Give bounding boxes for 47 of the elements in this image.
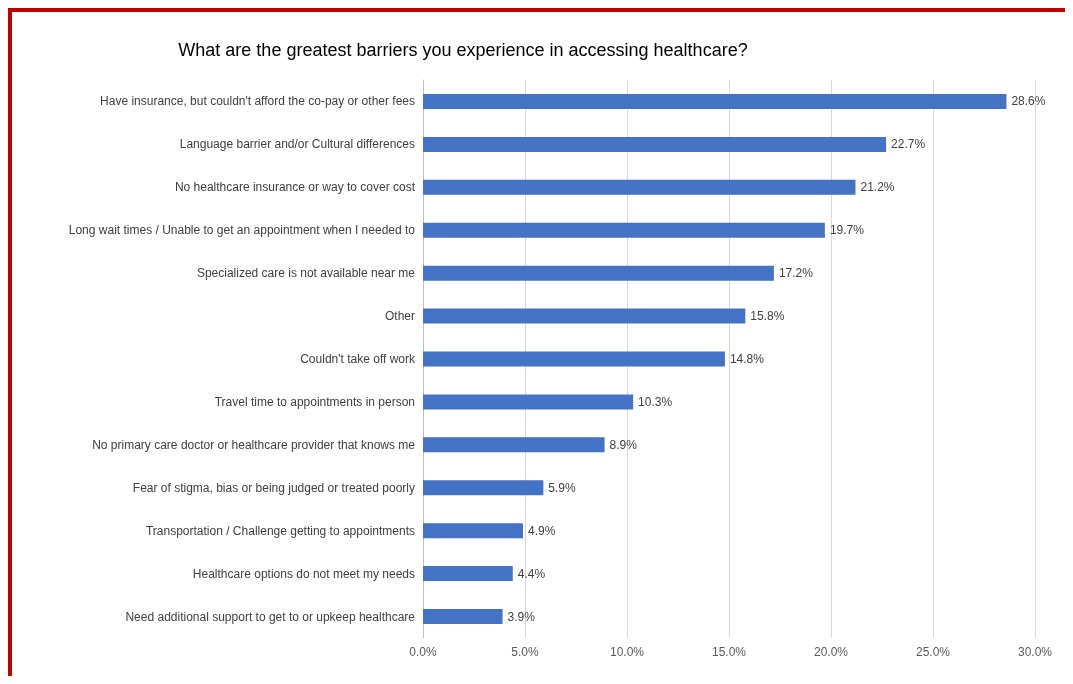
bar <box>423 609 503 625</box>
data-label: 17.2% <box>778 266 814 281</box>
y-tick-label: Fear of stigma, bias or being judged or treated poorly <box>132 480 415 495</box>
x-tick-label: 25.0% <box>915 645 951 659</box>
data-label: 5.9% <box>548 480 577 495</box>
chart-title: What are the greatest barriers you experience in accessing healthcare? <box>178 40 748 60</box>
bar <box>423 179 856 195</box>
data-label: 22.7% <box>891 137 926 152</box>
data-label: 8.9% <box>609 437 638 452</box>
bar <box>423 523 523 539</box>
data-label: 4.9% <box>527 523 556 538</box>
bar <box>423 351 725 367</box>
y-tick-label: Travel time to appointments in person <box>214 394 415 409</box>
bar <box>423 222 825 238</box>
x-tick-label: 10.0% <box>609 645 645 659</box>
bar <box>423 437 605 453</box>
bar <box>423 136 887 152</box>
y-tick-label: Transportation / Challenge getting to appointments <box>145 523 415 538</box>
x-tick-label: 5.0% <box>511 645 539 659</box>
data-label: 15.8% <box>750 309 785 324</box>
x-tick-label: 30.0% <box>1017 645 1053 659</box>
x-tick-label: 15.0% <box>711 645 747 659</box>
y-tick-label: Have insurance, but couldn't afford the co-pay or other fees <box>100 94 415 109</box>
x-tick-label: 20.0% <box>813 645 849 659</box>
bar <box>423 308 746 324</box>
bar <box>423 566 513 582</box>
bar <box>423 265 774 281</box>
y-tick-label: Need additional support to get to or upkeep healthcare <box>125 609 416 624</box>
data-label: 19.7% <box>829 223 865 238</box>
data-label: 14.8% <box>729 352 765 366</box>
y-tick-label: Other <box>384 309 415 324</box>
bar <box>423 93 1007 109</box>
y-tick-label: Language barrier and/or Cultural differences <box>179 137 415 152</box>
bar <box>423 394 634 410</box>
data-label: 28.6% <box>1011 94 1046 109</box>
y-tick-label: Specialized care is not available near me <box>196 266 416 281</box>
data-label: 21.2% <box>860 180 895 195</box>
x-tick-label: 0.0% <box>409 645 437 659</box>
data-label: 4.4% <box>517 566 546 581</box>
y-tick-label: Long wait times / Unable to get an appointment when I needed to <box>68 223 416 238</box>
y-tick-label: No primary care doctor or healthcare provider that knows me <box>92 437 416 452</box>
data-label: 3.9% <box>507 609 536 624</box>
y-tick-label: No healthcare insurance or way to cover cost <box>174 180 416 195</box>
y-tick-label: Healthcare options do not meet my needs <box>192 566 415 581</box>
y-tick-label: Couldn't take off work <box>300 352 416 366</box>
bar <box>423 480 544 496</box>
data-label: 10.3% <box>638 394 673 409</box>
